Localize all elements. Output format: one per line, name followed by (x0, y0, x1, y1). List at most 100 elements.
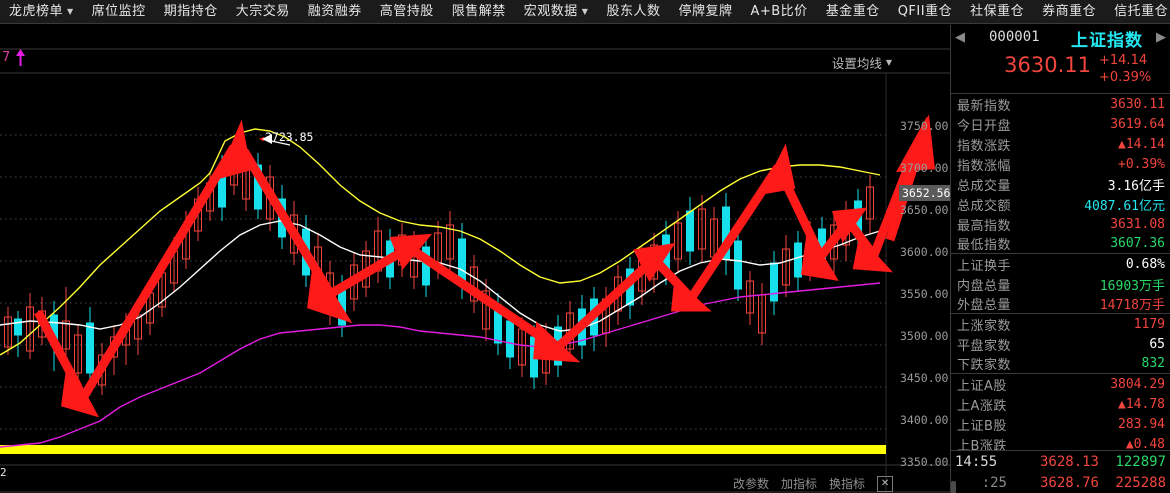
quote-row-value: ▲14.78 (1118, 396, 1165, 412)
y-axis-label: 3700.00 (900, 161, 949, 175)
quote-row: 总成交量 3.16亿手 (951, 174, 1170, 194)
kline-chart-canvas (0, 48, 950, 493)
ma-line-ma5 (0, 220, 881, 332)
quote-row-label: 外盘总量 (957, 298, 1012, 313)
quote-stats-list: 最新指数 3630.11 今日开盘 3619.64 指数涨跌 ▲14.14 指数涨幅 +0.3… (951, 94, 1170, 454)
subchart-left-label: 2 (0, 466, 7, 479)
menu-item-label: 龙虎榜单 (9, 3, 64, 19)
kline-chart-area[interactable]: 3750.00 3700.00 3650.00 3600.00 3550.00 … (0, 25, 950, 493)
menu-item-10[interactable]: A+B比价 (741, 0, 816, 24)
ma-setting-button[interactable]: 设置均线 ▼ (832, 53, 892, 72)
quote-row-label: 上涨家数 (957, 318, 1012, 334)
tick-row: :25 3628.76 225288 (951, 472, 1170, 493)
quote-row: 今日开盘 3619.64 (951, 114, 1170, 134)
quote-row: 最新指数 3630.11 (951, 94, 1170, 114)
quote-row-label: 最低指数 (957, 238, 1012, 253)
chevron-left-icon[interactable]: ◀ (955, 30, 965, 45)
quote-row: 指数涨幅 +0.39% (951, 154, 1170, 174)
menu-item-8[interactable]: 股东人数 (597, 0, 669, 24)
quote-row-label: 下跌家数 (957, 358, 1012, 373)
menu-item-label: 基金重仓 (825, 3, 880, 19)
menu-item-label: QFII重仓 (897, 3, 953, 19)
quote-row: 最高指数 3631.08 (951, 214, 1170, 234)
quote-row-label: 上证A股 (957, 378, 1007, 394)
menu-item-12[interactable]: QFII重仓 (889, 0, 961, 24)
tick-price: 3628.76 (1039, 474, 1099, 491)
menu-item-11[interactable]: 基金重仓 (817, 0, 889, 24)
quote-row-value: 14718万手 (1099, 298, 1165, 313)
stock-name: 上证指数 (1071, 31, 1143, 51)
quote-row-label: 总成交额 (957, 198, 1012, 214)
quote-row-label: 指数涨跌 (957, 138, 1012, 154)
menu-item-label: 融资融券 (307, 3, 362, 19)
ma-line-ma20 (0, 282, 881, 448)
quote-row: 上证换手 0.68% (951, 254, 1170, 274)
menu-item-label: 股东人数 (606, 3, 661, 19)
menu-item-label: 社保重仓 (970, 3, 1025, 19)
panel-scrollbar[interactable] (951, 481, 956, 493)
quote-row-value: +0.39% (1118, 156, 1165, 172)
quote-row: 上证B股 283.94 (951, 414, 1170, 434)
close-icon[interactable]: ✕ (877, 475, 894, 492)
left-indicator: 7 (2, 49, 26, 66)
quote-row: 上B涨跌 ▲0.48 (951, 434, 1170, 454)
menu-item-label: 席位监控 (91, 3, 146, 19)
tick-time: :25 (981, 474, 1007, 491)
quote-row-value: 0.68% (1125, 256, 1165, 272)
y-axis-label: 3750.00 (900, 119, 949, 133)
menu-item-14[interactable]: 券商重仓 (1033, 0, 1105, 24)
quote-row-value: 1179 (1133, 316, 1165, 332)
quote-row: 上涨家数 1179 (951, 314, 1170, 334)
menu-item-5[interactable]: 高管持股 (371, 0, 443, 24)
quote-row-label: 上B涨跌 (957, 438, 1007, 454)
menu-item-13[interactable]: 社保重仓 (961, 0, 1033, 24)
menu-item-15[interactable]: 信托重仓 (1105, 0, 1170, 24)
menu-item-3[interactable]: 大宗交易 (227, 0, 299, 24)
last-price: 3630.11 (1004, 53, 1091, 77)
ma-line-ma10 (0, 128, 881, 356)
y-axis-label: 3550.00 (900, 287, 949, 301)
quote-row-label: 平盘家数 (957, 338, 1012, 354)
add-indicator-button[interactable]: 加指标 (781, 477, 818, 491)
menu-item-7[interactable]: 宏观数据 ▼ (515, 0, 598, 24)
menu-item-label: 限售解禁 (451, 3, 506, 19)
quote-row-label: 内盘总量 (957, 278, 1012, 294)
high-price-annotation: 3723.85 (265, 130, 314, 144)
ma-setting-label: 设置均线 (831, 56, 882, 71)
menu-item-4[interactable]: 融资融券 (299, 0, 371, 24)
highlight-band (0, 445, 886, 454)
tick-volume: 122897 (1115, 453, 1166, 470)
chevron-down-icon: ▼ (885, 58, 892, 67)
menu-item-label: 高管持股 (379, 3, 434, 19)
quote-row: 总成交额 4087.61亿元 (951, 194, 1170, 214)
menu-item-1[interactable]: 席位监控 (83, 0, 155, 24)
chevron-right-icon[interactable]: ▶ (1156, 30, 1166, 45)
switch-indicator-button[interactable]: 换指标 (829, 477, 866, 491)
quote-row-label: 上A涨跌 (957, 398, 1007, 414)
tick-row: 14:55 3628.13 122897 (951, 451, 1170, 472)
quote-row-label: 最新指数 (957, 98, 1012, 114)
up-arrow-icon (16, 49, 26, 66)
quote-row-value: 3619.64 (1110, 116, 1165, 132)
change-absolute: +14.14 (1099, 53, 1148, 68)
quote-row-label: 总成交量 (957, 178, 1012, 194)
menu-item-6[interactable]: 限售解禁 (443, 0, 515, 24)
menu-item-2[interactable]: 期指持仓 (155, 0, 227, 24)
quote-row: 上证A股 3804.29 (951, 374, 1170, 394)
menu-item-9[interactable]: 停牌复牌 (669, 0, 741, 24)
change-params-button[interactable]: 改参数 (733, 477, 770, 491)
stock-code: 000001 (989, 29, 1040, 45)
menu-item-label: 宏观数据 (523, 3, 578, 19)
quote-row-value: 65 (1149, 336, 1165, 352)
indicator-toolbar: 改参数 加指标 换指标 ✕ (733, 475, 894, 492)
quote-row-label: 指数涨幅 (957, 158, 1012, 174)
quote-row-value: ▲0.48 (1125, 436, 1165, 452)
menu-item-label: 信托重仓 (1114, 3, 1169, 19)
quote-row: 最低指数 3607.36 (951, 234, 1170, 254)
menu-item-0[interactable]: 龙虎榜单 ▼ (0, 0, 83, 24)
quote-row: 指数涨跌 ▲14.14 (951, 134, 1170, 154)
chevron-down-icon: ▼ (67, 6, 74, 16)
tick-price: 3628.13 (1039, 453, 1099, 470)
y-axis-label: 3450.00 (900, 371, 949, 385)
tick-list: 14:55 3628.13 122897:25 3628.76 225288 (951, 450, 1170, 493)
